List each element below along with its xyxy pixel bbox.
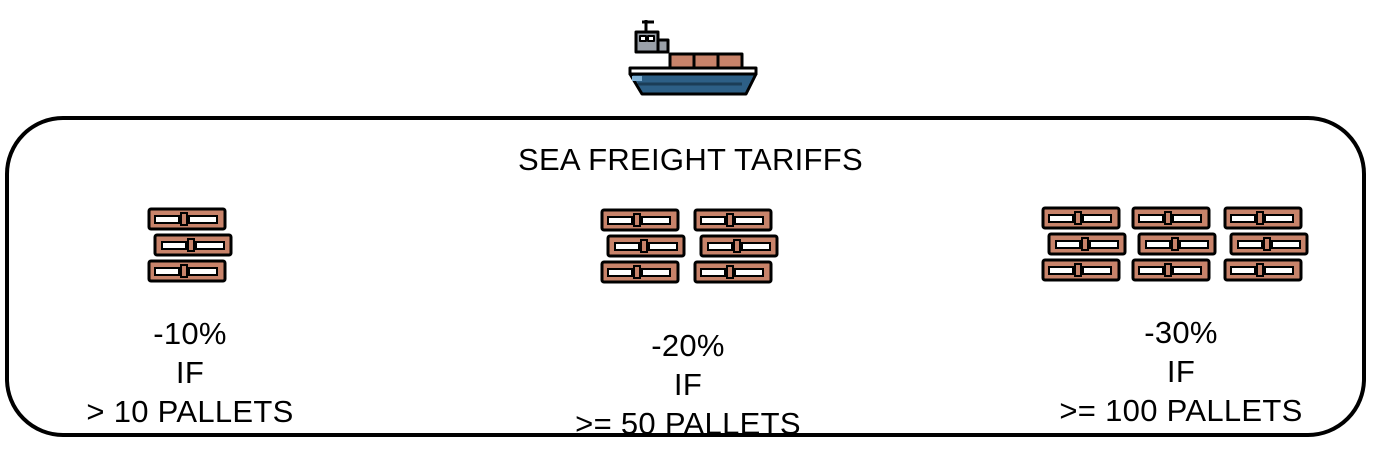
tier-3-threshold: >= 100 PALLETS: [1059, 393, 1303, 428]
tier-3-icons: [1031, 206, 1331, 286]
panel-title: SEA FREIGHT TARIFFS: [517, 142, 864, 177]
tier-2-discount: -20%: [651, 328, 725, 363]
tier-3-discount: -30%: [1144, 315, 1218, 350]
pallet-stack-icon: [693, 208, 779, 284]
tier-3-condition: IF: [1166, 354, 1196, 389]
tier-1-threshold: > 10 PALLETS: [86, 394, 294, 429]
tier-2-condition: IF: [673, 367, 703, 402]
pallet-stack-icon: [1041, 206, 1127, 282]
pallet-stack-icon: [1223, 206, 1309, 282]
pallet-stack-icon: [147, 207, 233, 283]
pallet-stack-icon: [600, 208, 686, 284]
tier-2: -20% IF >= 50 PALLETS: [538, 208, 838, 443]
tier-1-discount: -10%: [153, 316, 227, 351]
tariff-panel: [5, 116, 1366, 437]
tier-2-threshold: >= 50 PALLETS: [575, 406, 801, 441]
tier-1-condition: IF: [175, 355, 205, 390]
tier-1-icons: [60, 207, 320, 287]
tier-3: -30% IF >= 100 PALLETS: [1031, 206, 1331, 430]
pallet-stack-icon: [1131, 206, 1217, 282]
tier-2-icons: [538, 208, 838, 288]
cargo-ship-icon: [628, 20, 758, 96]
tier-1: -10% IF > 10 PALLETS: [60, 207, 320, 431]
